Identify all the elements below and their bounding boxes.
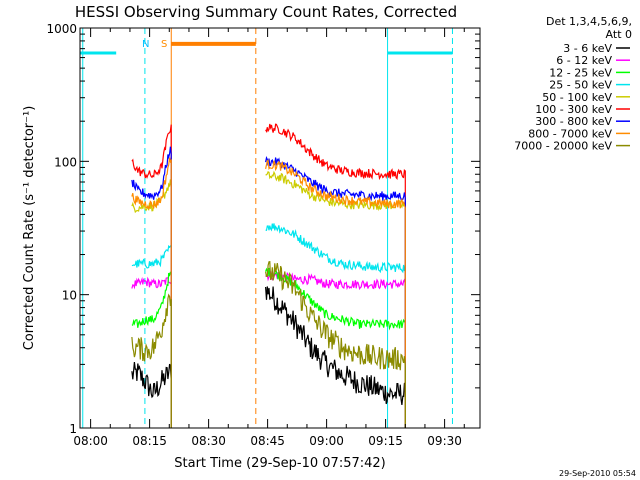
legend-label-7: 800 - 7000 keV (528, 127, 612, 140)
legend-label-0: 3 - 6 keV (563, 42, 612, 55)
legend-label-5: 100 - 300 keV (535, 103, 612, 116)
marker-n: N (142, 39, 149, 50)
series-line-5 (131, 123, 406, 428)
x-tick-label-4: 09:00 (309, 434, 344, 448)
series-line-7 (131, 157, 406, 428)
legend-header-line2: Att 0 (606, 28, 632, 41)
series-line-3 (131, 223, 406, 428)
y-axis-label: Corrected Count Rate (s⁻¹ detector⁻¹) (22, 106, 37, 351)
series-line-0 (131, 286, 406, 428)
legend-label-8: 7000 - 20000 keV (514, 140, 612, 153)
x-tick-label-6: 09:30 (427, 434, 462, 448)
legend-label-6: 300 - 800 keV (535, 115, 612, 128)
y-tick-label-2: 100 (54, 155, 77, 169)
axes: 08:00 08:15 08:30 08:45 09:00 09:15 09:30 1 10 10… (46, 22, 480, 448)
chart-title: HESSI Observing Summary Count Rates, Cor… (75, 3, 457, 21)
y-tick-label-3: 1000 (46, 22, 77, 36)
x-tick-label-1: 08:15 (132, 434, 167, 448)
marker-s: S (161, 39, 167, 50)
legend-header-line1: Det 1,3,4,5,6,9, (546, 15, 632, 28)
legend-label-3: 25 - 50 keV (549, 79, 612, 92)
series-line-8 (131, 261, 406, 428)
x-tick-label-5: 09:15 (368, 434, 403, 448)
plot-frame (79, 27, 481, 429)
y-tick-label-1: 10 (62, 289, 77, 303)
legend-label-4: 50 - 100 keV (542, 91, 612, 104)
legend-label-1: 6 - 12 keV (556, 54, 612, 67)
x-tick-label-2: 08:30 (191, 434, 226, 448)
x-tick-label-0: 08:00 (73, 434, 108, 448)
x-axis-label: Start Time (29-Sep-10 07:57:42) (174, 456, 385, 471)
x-tick-label-3: 08:45 (250, 434, 285, 448)
y-tick-label-0: 1 (69, 422, 77, 436)
legend-label-2: 12 - 25 keV (549, 66, 612, 79)
timestamp: 29-Sep-2010 05:54 (559, 469, 636, 478)
series-line-6 (131, 146, 406, 428)
